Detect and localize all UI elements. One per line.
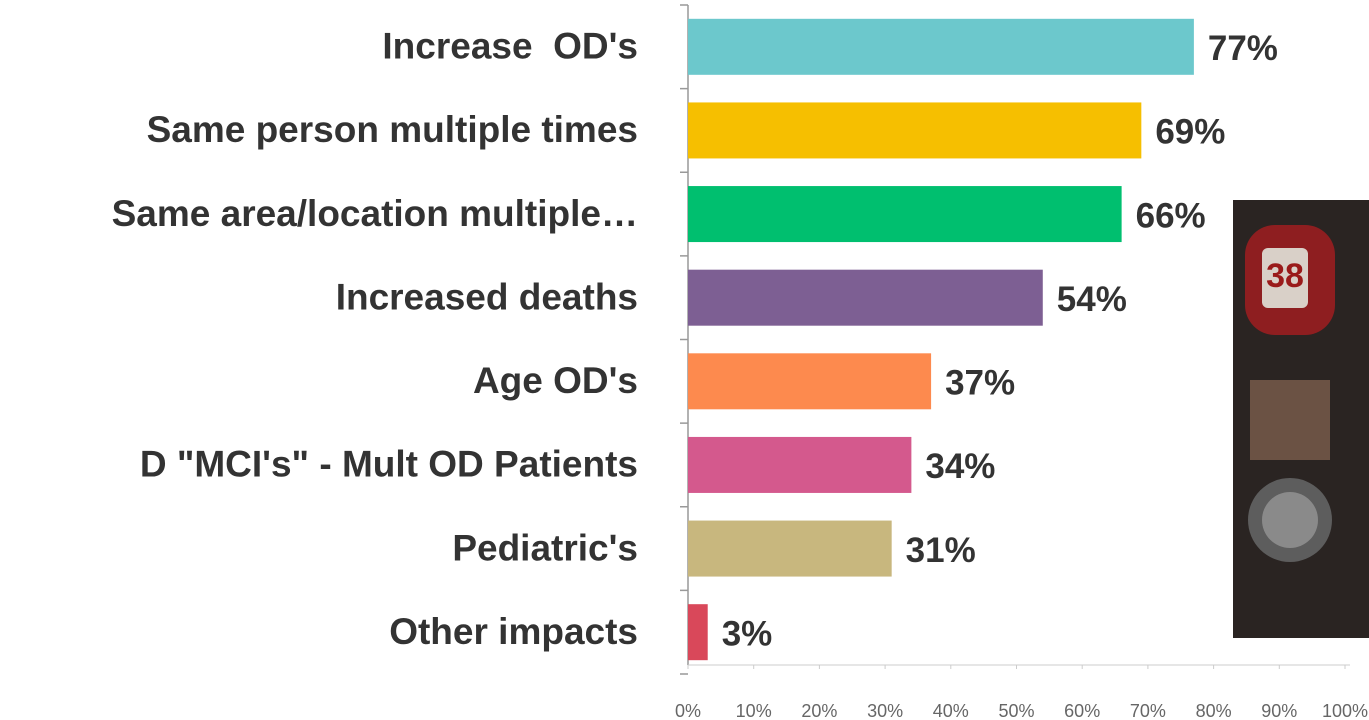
bar (688, 102, 1142, 159)
value-label: 77% (1208, 29, 1278, 68)
x-tick-label: 0% (675, 701, 701, 720)
category-label: Pediatric's (452, 527, 638, 568)
x-tick-label: 40% (933, 701, 969, 720)
value-label: 37% (945, 364, 1015, 403)
value-label: 66% (1136, 196, 1206, 235)
x-tick-label: 80% (1196, 701, 1232, 720)
bar (688, 436, 912, 493)
x-tick-label: 100% (1322, 701, 1368, 720)
bar (688, 18, 1194, 75)
category-label: Same area/location multiple… (112, 193, 638, 234)
category-label: Increased deaths (336, 276, 638, 317)
x-tick-label: 50% (998, 701, 1034, 720)
category-label: Increase OD's (382, 26, 638, 67)
bar (688, 604, 708, 661)
value-label: 34% (925, 447, 995, 486)
svg-text:38: 38 (1266, 257, 1304, 295)
bar (688, 186, 1122, 243)
value-label: 54% (1057, 280, 1127, 319)
category-label: Same person multiple times (147, 109, 638, 150)
x-tick-label: 20% (801, 701, 837, 720)
x-tick-label: 30% (867, 701, 903, 720)
photo: 38 (1233, 200, 1369, 638)
x-tick-label: 10% (736, 701, 772, 720)
value-label: 69% (1155, 113, 1225, 152)
bar (688, 269, 1043, 326)
bar (688, 353, 932, 410)
x-tick-label: 60% (1064, 701, 1100, 720)
category-label: Age OD's (473, 360, 638, 401)
x-tick-label: 70% (1130, 701, 1166, 720)
bar (688, 520, 892, 577)
x-tick-label: 90% (1261, 701, 1297, 720)
category-label: Other impacts (389, 611, 638, 652)
value-label: 31% (906, 531, 976, 570)
category-label: D "MCI's" - Mult OD Patients (140, 444, 638, 485)
value-label: 3% (722, 614, 773, 653)
